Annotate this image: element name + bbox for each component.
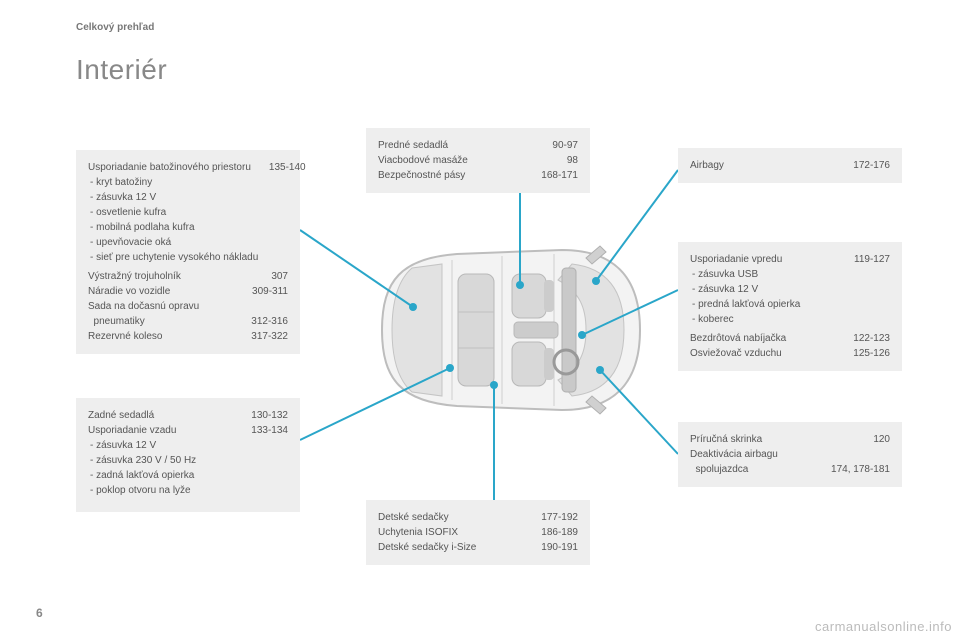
entry: Viacbodové masáže98 xyxy=(378,153,578,168)
page-number: 6 xyxy=(36,606,43,620)
manual-page: Celkový prehľad Interiér xyxy=(0,0,960,640)
entry: Zadné sedadlá130-132 xyxy=(88,408,288,423)
bullet: zadná lakťová opierka xyxy=(102,468,288,483)
box-glovebox: Príručná skrinka120Deaktivácia airbagu s… xyxy=(678,422,902,487)
bullet: mobilná podlaha kufra xyxy=(102,220,288,235)
entry: Bezdrôtová nabíjačka122-123 xyxy=(690,331,890,346)
entry: Bezpečnostné pásy168-171 xyxy=(378,168,578,183)
bullet: zásuvka USB xyxy=(704,267,890,282)
entry: Deaktivácia airbagu xyxy=(690,447,890,462)
entry: spolujazdca174, 178-181 xyxy=(690,462,890,477)
box-luggage: Usporiadanie batožinového priestoru135-1… xyxy=(76,150,300,354)
entry: Usporiadanie vzadu133-134 xyxy=(88,423,288,438)
bullet: predná lakťová opierka xyxy=(704,297,890,312)
box-front-seats: Predné sedadlá90-97Viacbodové masáže98Be… xyxy=(366,128,590,193)
page-title: Interiér xyxy=(76,54,167,86)
entry: Usporiadanie batožinového priestoru135-1… xyxy=(88,160,288,175)
bullet: zásuvka 12 V xyxy=(704,282,890,297)
footer-url: carmanualsonline.info xyxy=(815,619,952,634)
bullet: osvetlenie kufra xyxy=(102,205,288,220)
entry: Detské sedačky i-Size190-191 xyxy=(378,540,578,555)
entry: Výstražný trojuholník307 xyxy=(88,269,288,284)
bullet: koberec xyxy=(704,312,890,327)
bullet: zásuvka 12 V xyxy=(102,190,288,205)
entry: Osviežovač vzduchu125-126 xyxy=(690,346,890,361)
entry: Airbagy172-176 xyxy=(690,158,890,173)
entry: Usporiadanie vpredu119-127 xyxy=(690,252,890,267)
bullet: kryt batožiny xyxy=(102,175,288,190)
box-airbags: Airbagy172-176 xyxy=(678,148,902,183)
bullet: upevňovacie oká xyxy=(102,235,288,250)
bullet: zásuvka 12 V xyxy=(102,438,288,453)
box-rear-seats: Zadné sedadlá130-132Usporiadanie vzadu13… xyxy=(76,398,300,512)
entry: Uchytenia ISOFIX186-189 xyxy=(378,525,578,540)
entry: pneumatiky312-316 xyxy=(88,314,288,329)
bullet: zásuvka 230 V / 50 Hz xyxy=(102,453,288,468)
entry: Predné sedadlá90-97 xyxy=(378,138,578,153)
entry: Detské sedačky177-192 xyxy=(378,510,578,525)
section-header: Celkový prehľad xyxy=(76,22,154,33)
entry: Rezervné koleso317-322 xyxy=(88,329,288,344)
bullet: poklop otvoru na lyže xyxy=(102,483,288,498)
entry: Sada na dočasnú opravu xyxy=(88,299,288,314)
box-child-seats: Detské sedačky177-192Uchytenia ISOFIX186… xyxy=(366,500,590,565)
entry: Náradie vo vozidle309-311 xyxy=(88,284,288,299)
vehicle-diagram xyxy=(362,240,652,420)
entry: Príručná skrinka120 xyxy=(690,432,890,447)
bullet: sieť pre uchytenie vysokého nákladu xyxy=(102,250,288,265)
box-front-layout: Usporiadanie vpredu119-127 zásuvka USBzá… xyxy=(678,242,902,371)
